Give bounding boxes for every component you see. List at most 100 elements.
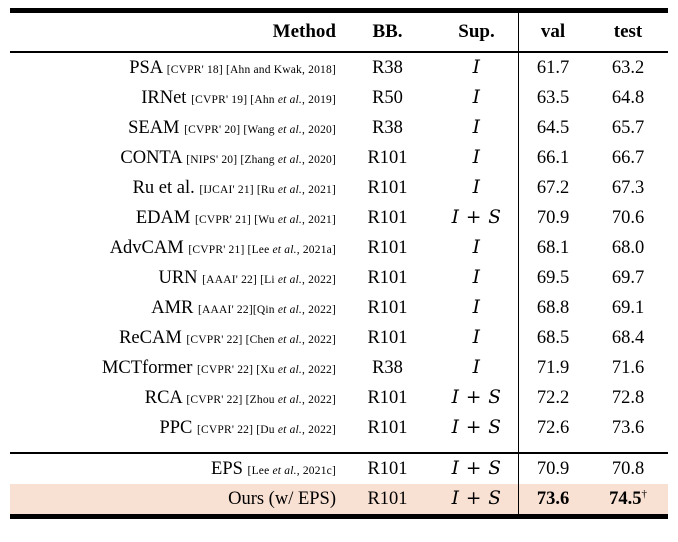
supervision-symbols: I: [472, 297, 481, 318]
method-citation: [AAAI' 22] [Li et al., 2022]: [202, 273, 336, 286]
val-score-cell: 72.2: [536, 387, 570, 408]
supervision-cell: I: [435, 117, 518, 139]
backbone-cell: R50: [372, 87, 403, 108]
header-rule: [10, 51, 668, 53]
table-row: PPC [CVPR' 22] [Du et al., 2022] R101 I + …: [10, 413, 668, 443]
method-cell: RCA [CVPR' 22] [Zhou et al., 2022]: [10, 388, 340, 409]
test-score-cell: 69.1: [611, 297, 645, 318]
col-header-test: test: [613, 21, 643, 42]
test-score-cell: 73.6: [611, 417, 645, 438]
method-cell: SEAM [CVPR' 20] [Wang et al., 2020]: [10, 118, 340, 139]
backbone-cell: R101: [367, 417, 408, 438]
column-divider: [518, 13, 519, 514]
val-score-cell: 64.5: [536, 117, 570, 138]
val-score-cell: 69.5: [536, 267, 570, 288]
group-separator-rule: [10, 452, 668, 454]
method-name: SEAM: [128, 117, 180, 138]
test-score-cell: 68.4: [611, 327, 645, 348]
method-cell: EDAM [CVPR' 21] [Wu et al., 2021]: [10, 208, 340, 229]
supervision-cell: I: [435, 147, 518, 169]
method-cell: URN [AAAI' 22] [Li et al., 2022]: [10, 268, 340, 289]
supervision-symbols: I: [472, 267, 481, 288]
val-score-cell: 72.6: [536, 417, 570, 438]
method-citation: [Lee et al., 2021c]: [247, 464, 336, 477]
test-score-cell: 72.8: [611, 387, 645, 408]
val-score-cell: 61.7: [536, 57, 570, 78]
supervision-symbols: I: [472, 357, 481, 378]
table-header-row: Method BB. Sup. val test: [10, 13, 668, 51]
table-row: AdvCAM [CVPR' 21] [Lee et al., 2021a] R10…: [10, 233, 668, 263]
supervision-cell: I + S: [435, 387, 518, 409]
table-row: EPS [Lee et al., 2021c] R101 I + S 70.9 70.8: [10, 454, 668, 484]
method-cell: AdvCAM [CVPR' 21] [Lee et al., 2021a]: [10, 238, 340, 259]
method-name: URN: [158, 267, 198, 288]
method-cell: IRNet [CVPR' 19] [Ahn et al., 2019]: [10, 88, 340, 109]
supervision-symbols: I: [472, 57, 481, 78]
method-cell: CONTA [NIPS' 20] [Zhang et al., 2020]: [10, 148, 340, 169]
supervision-symbols: I + S: [451, 488, 502, 509]
supervision-symbols: I: [472, 237, 481, 258]
backbone-cell: R101: [367, 387, 408, 408]
test-score-cell: 67.3: [611, 177, 645, 198]
test-score-cell: 70.6: [611, 207, 645, 228]
method-cell: ReCAM [CVPR' 22] [Chen et al., 2022]: [10, 328, 340, 349]
supervision-cell: I: [435, 357, 518, 379]
test-score-cell: 65.7: [611, 117, 645, 138]
method-citation: [CVPR' 22] [Du et al., 2022]: [197, 423, 336, 436]
table-row: URN [AAAI' 22] [Li et al., 2022] R101 I 69.…: [10, 263, 668, 293]
col-header-backbone: BB.: [372, 21, 403, 42]
method-cell: Ours (w/ EPS): [10, 489, 340, 510]
test-score-cell: 64.8: [611, 87, 645, 108]
supervision-symbols: I: [472, 117, 481, 138]
supervision-cell: I + S: [435, 207, 518, 229]
table-row: AMR [AAAI' 22][Qin et al., 2022] R101 I 68.…: [10, 293, 668, 323]
col-header-supervision: Sup.: [458, 21, 495, 42]
table-bottom-rule: [10, 514, 668, 519]
method-name: EDAM: [135, 207, 191, 228]
method-name: AdvCAM: [109, 237, 184, 258]
backbone-cell: R101: [367, 207, 408, 228]
method-cell: MCTformer [CVPR' 22] [Xu et al., 2022]: [10, 358, 340, 379]
table-row: PSA [CVPR' 18] [Ahn and Kwak, 2018] R38 I 6…: [10, 53, 668, 83]
test-score-cell: 63.2: [611, 57, 645, 78]
table-row: RCA [CVPR' 22] [Zhou et al., 2022] R101 I …: [10, 383, 668, 413]
backbone-cell: R101: [367, 458, 408, 479]
supervision-symbols: I: [472, 87, 481, 108]
method-citation: [IJCAI' 21] [Ru et al., 2021]: [199, 183, 336, 196]
val-score-cell: 63.5: [536, 87, 570, 108]
method-citation: [CVPR' 21] [Wu et al., 2021]: [194, 213, 336, 226]
backbone-cell: R38: [372, 117, 403, 138]
table-row: SEAM [CVPR' 20] [Wang et al., 2020] R38 I 6…: [10, 113, 668, 143]
method-citation: [NIPS' 20] [Zhang et al., 2020]: [186, 153, 336, 166]
table-row: EDAM [CVPR' 21] [Wu et al., 2021] R101 I +…: [10, 203, 668, 233]
val-score-cell: 71.9: [536, 357, 570, 378]
method-cell: Ru et al. [IJCAI' 21] [Ru et al., 2021]: [10, 178, 340, 199]
method-citation: [CVPR' 18] [Ahn and Kwak, 2018]: [166, 63, 336, 76]
supervision-symbols: I: [472, 147, 481, 168]
method-citation: [CVPR' 20] [Wang et al., 2020]: [184, 123, 336, 136]
supervision-symbols: I + S: [451, 207, 502, 228]
test-score-cell: 74.5†: [609, 487, 647, 509]
supervision-symbols: I + S: [451, 417, 502, 438]
method-citation: [CVPR' 21] [Lee et al., 2021a]: [188, 243, 336, 256]
backbone-cell: R101: [367, 177, 408, 198]
supervision-cell: I: [435, 57, 518, 79]
table-row: ReCAM [CVPR' 22] [Chen et al., 2022] R101…: [10, 323, 668, 353]
method-cell: AMR [AAAI' 22][Qin et al., 2022]: [10, 298, 340, 319]
method-citation: [CVPR' 22] [Xu et al., 2022]: [197, 363, 336, 376]
method-cell: PPC [CVPR' 22] [Du et al., 2022]: [10, 418, 340, 439]
backbone-cell: R38: [372, 357, 403, 378]
backbone-cell: R38: [372, 57, 403, 78]
method-citation: [CVPR' 19] [Ahn et al., 2019]: [191, 93, 336, 106]
group-gap: [10, 443, 668, 452]
method-name: PSA: [129, 57, 163, 78]
backbone-cell: R101: [367, 267, 408, 288]
test-score-cell: 71.6: [611, 357, 645, 378]
backbone-cell: R101: [367, 327, 408, 348]
supervision-cell: I + S: [435, 417, 518, 439]
supervision-symbols: I: [472, 177, 481, 198]
backbone-cell: R101: [367, 237, 408, 258]
val-score-cell: 70.9: [536, 207, 570, 228]
supervision-cell: I: [435, 87, 518, 109]
col-header-method: Method: [272, 21, 336, 42]
